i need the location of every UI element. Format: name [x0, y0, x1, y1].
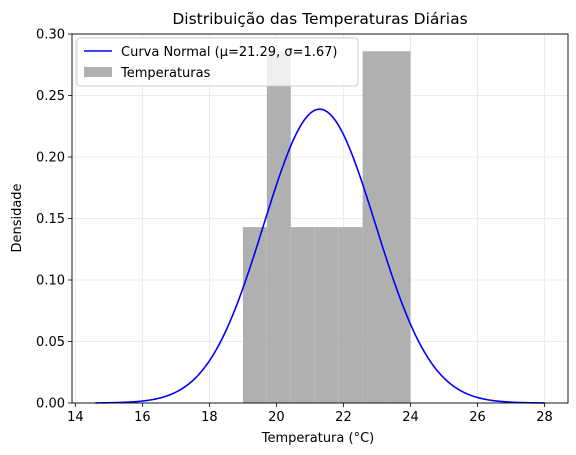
chart-title: Distribuição das Temperaturas Diárias [172, 10, 467, 28]
x-tick-label: 28 [536, 410, 553, 425]
legend-histogram-swatch [84, 67, 112, 77]
y-tick-label: 0.10 [36, 274, 65, 289]
legend-histogram-label: Temperaturas [120, 66, 211, 81]
y-tick-label: 0.25 [36, 89, 65, 104]
histogram-bars [242, 51, 411, 403]
legend-box [76, 37, 359, 87]
histogram-bar [338, 227, 363, 403]
x-tick-label: 24 [402, 410, 419, 425]
x-tick-label: 16 [134, 410, 151, 425]
y-tick-label: 0.00 [36, 397, 65, 412]
x-tick-label: 18 [201, 410, 218, 425]
y-tick-label: 0.20 [36, 151, 65, 166]
x-tick-label: 22 [335, 410, 352, 425]
x-tick-label: 26 [469, 410, 486, 425]
legend-curve-label: Curva Normal (μ=21.29, σ=1.67) [121, 45, 338, 60]
histogram-bar [314, 227, 339, 403]
normal-curve [95, 108, 545, 404]
x-tick-label: 14 [67, 410, 84, 425]
y-tick-label: 0.05 [36, 335, 65, 350]
x-axis-label: Temperatura (°C) [261, 431, 374, 446]
histogram-bar [386, 51, 411, 403]
y-tick-label: 0.30 [36, 28, 65, 43]
histogram-bar [290, 227, 315, 403]
histogram-bar [266, 51, 291, 403]
x-axis-ticks: 14 16 18 20 22 24 26 28 [67, 403, 553, 425]
y-tick-label: 0.15 [36, 212, 65, 227]
legend: Curva Normal (μ=21.29, σ=1.67) Temperatu… [76, 37, 359, 87]
y-axis-ticks: 0.00 0.05 0.10 0.15 0.20 0.25 0.30 [36, 28, 72, 412]
y-axis-label: Densidade [10, 183, 25, 252]
histogram-bar [362, 51, 387, 403]
x-tick-label: 20 [268, 410, 285, 425]
